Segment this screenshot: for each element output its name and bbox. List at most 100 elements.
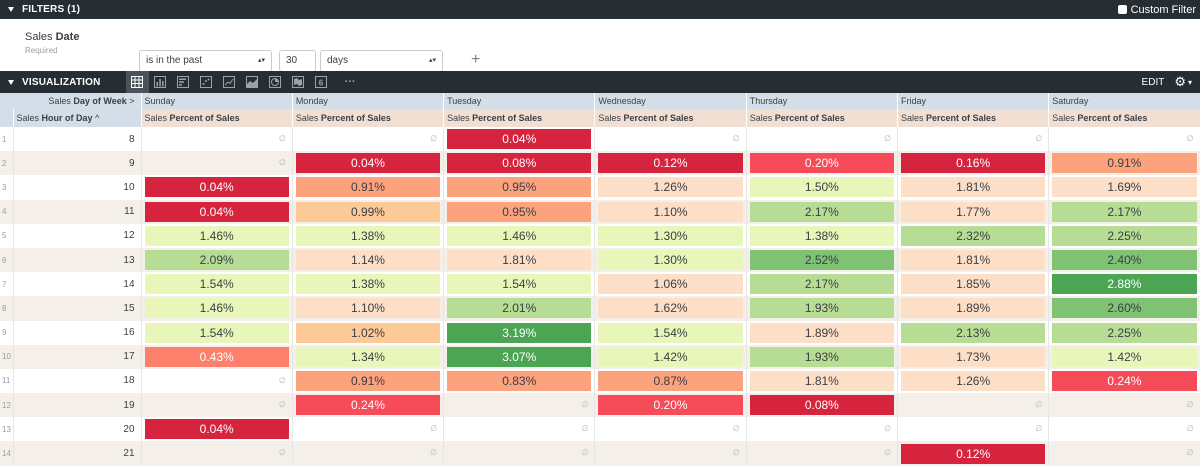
value-cell[interactable]: 1.02% <box>292 320 445 345</box>
visualization-header[interactable]: VISUALIZATION 6 ··· EDIT ⚙ <box>0 71 1200 93</box>
value-cell[interactable]: 0.24% <box>292 393 445 418</box>
value-cell[interactable]: 0.12% <box>594 151 747 176</box>
value-cell[interactable]: ∅ <box>443 417 596 442</box>
value-cell[interactable]: ∅ <box>746 441 899 466</box>
add-filter-condition-button[interactable]: + <box>471 51 481 68</box>
value-cell[interactable]: ∅ <box>443 393 596 418</box>
value-cell[interactable]: 1.81% <box>897 247 1050 273</box>
value-cell[interactable]: ∅ <box>292 441 445 466</box>
value-cell[interactable]: ∅ <box>141 151 293 176</box>
hour-cell[interactable]: 17 <box>13 344 142 369</box>
filter-operator-select[interactable]: is in the past ▴▾ <box>139 50 272 72</box>
measure-header[interactable]: Sales Percent of Sales <box>141 109 293 127</box>
value-cell[interactable]: 0.91% <box>292 175 445 200</box>
value-cell[interactable]: 0.04% <box>141 417 293 442</box>
measure-header[interactable]: Sales Percent of Sales <box>897 109 1050 127</box>
value-cell[interactable]: ∅ <box>746 127 899 152</box>
hour-cell[interactable]: 19 <box>13 393 142 418</box>
value-cell[interactable]: 1.93% <box>746 344 899 369</box>
value-cell[interactable]: 0.12% <box>897 441 1050 466</box>
value-cell[interactable]: 0.95% <box>443 175 596 200</box>
table-icon[interactable] <box>125 71 149 93</box>
value-cell[interactable]: 1.54% <box>141 272 293 297</box>
value-cell[interactable]: 1.54% <box>594 320 747 345</box>
value-cell[interactable]: 2.17% <box>1048 199 1200 224</box>
value-cell[interactable]: ∅ <box>594 417 747 442</box>
value-cell[interactable]: 0.87% <box>594 368 747 394</box>
value-cell[interactable]: 1.26% <box>594 175 747 200</box>
measure-header[interactable]: Sales Percent of Sales <box>594 109 747 127</box>
value-cell[interactable]: ∅ <box>594 127 747 152</box>
hour-cell[interactable]: 20 <box>13 417 142 442</box>
value-cell[interactable]: 2.13% <box>897 320 1050 345</box>
hour-cell[interactable]: 11 <box>13 199 142 224</box>
filter-amount-input[interactable]: 30 <box>279 50 316 72</box>
pie-chart-icon[interactable] <box>264 71 287 93</box>
map-icon[interactable] <box>287 71 310 93</box>
value-cell[interactable]: 2.88% <box>1048 272 1200 297</box>
gear-icon[interactable]: ⚙ <box>1174 74 1186 89</box>
hour-cell[interactable]: 21 <box>13 441 142 466</box>
day-header[interactable]: Thursday <box>746 93 899 109</box>
value-cell[interactable]: 1.50% <box>746 175 899 200</box>
value-cell[interactable]: 3.19% <box>443 320 596 345</box>
value-cell[interactable]: 1.38% <box>292 272 445 297</box>
value-cell[interactable]: 2.60% <box>1048 296 1200 321</box>
value-cell[interactable]: ∅ <box>443 441 596 466</box>
custom-filter-checkbox[interactable] <box>1117 5 1127 14</box>
value-cell[interactable]: ∅ <box>141 368 293 394</box>
value-cell[interactable]: 0.95% <box>443 199 596 224</box>
hour-cell[interactable]: 10 <box>13 175 142 200</box>
hour-cell[interactable]: 9 <box>13 151 142 176</box>
hour-cell[interactable]: 13 <box>13 247 142 273</box>
hour-cell[interactable]: 8 <box>13 127 142 152</box>
hour-cell[interactable]: 18 <box>13 368 142 394</box>
value-cell[interactable]: ∅ <box>292 127 445 152</box>
value-cell[interactable]: 1.46% <box>443 223 596 248</box>
value-cell[interactable]: 1.34% <box>292 344 445 369</box>
measure-header[interactable]: Sales Percent of Sales <box>746 109 899 127</box>
value-cell[interactable]: 0.83% <box>443 368 596 394</box>
day-header[interactable]: Tuesday <box>443 93 596 109</box>
value-cell[interactable]: 1.46% <box>141 296 293 321</box>
value-cell[interactable]: ∅ <box>1048 127 1200 152</box>
value-cell[interactable]: 1.93% <box>746 296 899 321</box>
collapse-caret-icon[interactable] <box>8 79 14 85</box>
value-cell[interactable]: 1.62% <box>594 296 747 321</box>
value-cell[interactable]: 2.52% <box>746 247 899 273</box>
value-cell[interactable]: 2.09% <box>141 247 293 273</box>
edit-visualization-button[interactable]: EDIT <box>1141 76 1165 88</box>
value-cell[interactable]: 1.30% <box>594 223 747 248</box>
day-header[interactable]: Saturday <box>1048 93 1200 109</box>
measure-header[interactable]: Sales Percent of Sales <box>292 109 445 127</box>
value-cell[interactable]: 1.38% <box>292 223 445 248</box>
value-cell[interactable]: ∅ <box>746 417 899 442</box>
value-cell[interactable]: 1.30% <box>594 247 747 273</box>
value-cell[interactable]: 1.85% <box>897 272 1050 297</box>
value-cell[interactable]: ∅ <box>1048 417 1200 442</box>
value-cell[interactable]: 2.32% <box>897 223 1050 248</box>
day-header[interactable]: Sunday <box>141 93 293 109</box>
chevron-down-icon[interactable]: ▾ <box>1187 77 1192 87</box>
measure-header[interactable]: Sales Percent of Sales <box>443 109 596 127</box>
value-cell[interactable]: 0.24% <box>1048 368 1200 394</box>
day-header[interactable]: Monday <box>292 93 445 109</box>
value-cell[interactable]: 0.16% <box>897 151 1050 176</box>
value-cell[interactable]: 1.81% <box>897 175 1050 200</box>
value-cell[interactable]: ∅ <box>897 127 1050 152</box>
value-cell[interactable]: 1.73% <box>897 344 1050 369</box>
value-cell[interactable]: 1.06% <box>594 272 747 297</box>
value-cell[interactable]: 1.54% <box>141 320 293 345</box>
hour-cell[interactable]: 14 <box>13 272 142 297</box>
value-cell[interactable]: 1.38% <box>746 223 899 248</box>
line-chart-icon[interactable] <box>218 71 241 93</box>
value-cell[interactable]: ∅ <box>897 417 1050 442</box>
value-cell[interactable]: 0.91% <box>1048 151 1200 176</box>
value-cell[interactable]: 2.17% <box>746 199 899 224</box>
value-cell[interactable]: ∅ <box>141 127 293 152</box>
value-cell[interactable]: 1.46% <box>141 223 293 248</box>
value-cell[interactable]: 1.81% <box>443 247 596 273</box>
value-cell[interactable]: ∅ <box>594 441 747 466</box>
value-cell[interactable]: 0.04% <box>141 199 293 224</box>
value-cell[interactable]: 1.26% <box>897 368 1050 394</box>
